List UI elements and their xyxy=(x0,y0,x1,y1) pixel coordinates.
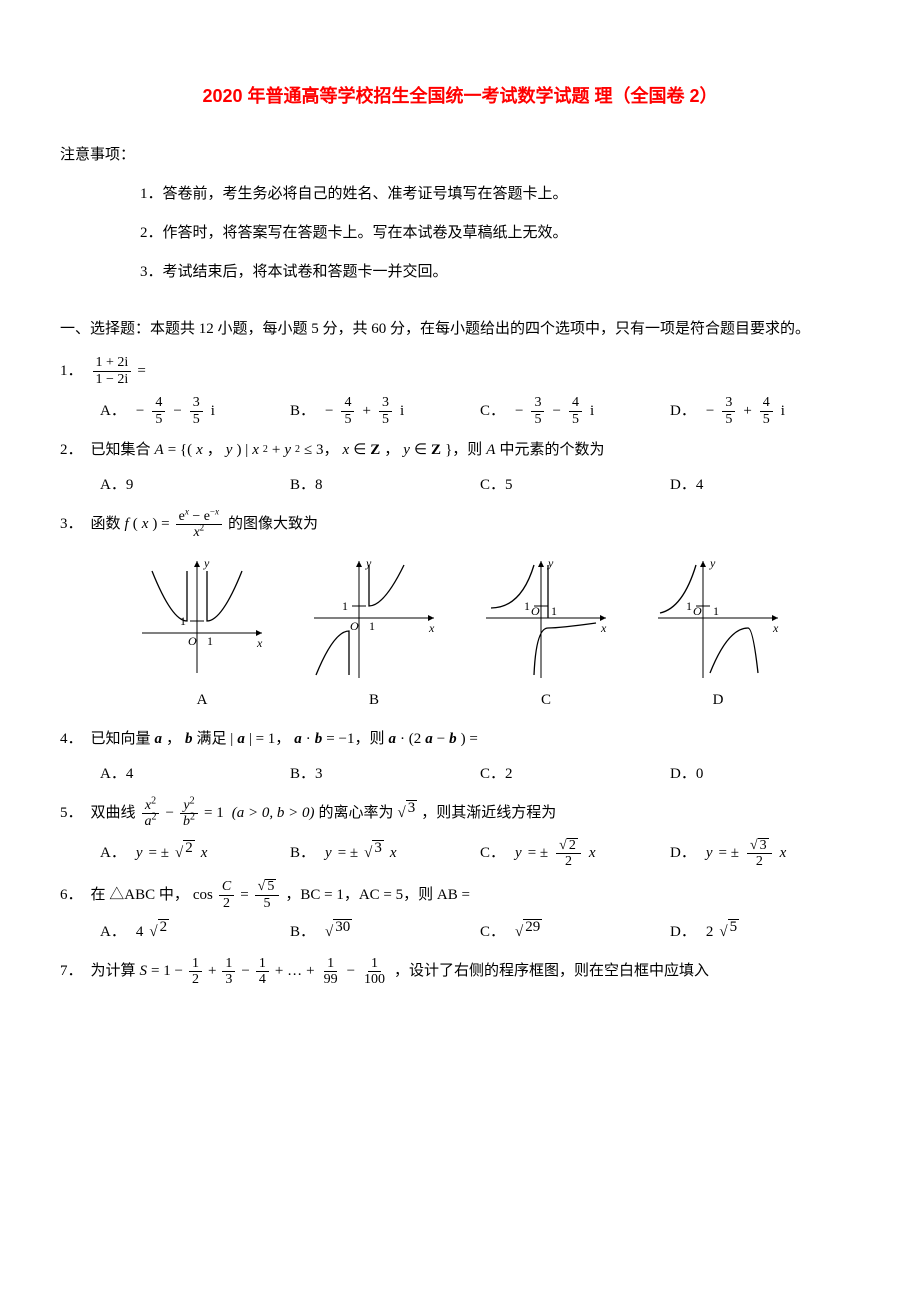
q2-number: 2． xyxy=(60,437,83,464)
q3-graph-d: O 1 1 x y D xyxy=(648,553,788,714)
q1-fraction: 1 + 2i 1 − 2i xyxy=(93,355,132,387)
q5-options: A． y = ±2x B． y = ±3x C． y = ± 22 x D． y… xyxy=(60,838,860,870)
q5-option-b: B． y = ±3x xyxy=(290,838,480,870)
svg-text:1: 1 xyxy=(369,619,375,633)
graph-d-label: D xyxy=(648,687,788,714)
notice-item-3: 3．考试结束后，将本试卷和答题卡一并交回。 xyxy=(60,259,860,286)
svg-text:O: O xyxy=(188,634,197,648)
q4-option-c: C．2 xyxy=(480,761,670,788)
q4-option-a: A．4 xyxy=(100,761,290,788)
svg-text:1: 1 xyxy=(713,604,719,618)
q2-option-b: B．8 xyxy=(290,472,480,499)
svg-text:x: x xyxy=(772,621,779,635)
q5-number: 5． xyxy=(60,800,83,827)
question-6: 6． 在 △ABC 中， cos C2 = 55 ，BC = 1，AC = 5，… xyxy=(60,879,860,946)
q1-option-d: D． −35 +45i xyxy=(670,395,860,427)
q6-number: 6． xyxy=(60,882,83,909)
q3-graph-b: O 1 1 x y B xyxy=(304,553,444,714)
q2-option-d: D．4 xyxy=(670,472,860,499)
graph-d-svg: O 1 1 x y xyxy=(648,553,788,683)
q1-eq: = xyxy=(137,358,145,385)
q6-option-b: B． 30 xyxy=(290,919,480,946)
q4-number: 4． xyxy=(60,726,83,753)
q6-options: A． 42 B． 30 C． 29 D． 25 xyxy=(60,919,860,946)
q2-options: A．9 B．8 C．5 D．4 xyxy=(60,472,860,499)
q5-option-c: C． y = ± 22 x xyxy=(480,838,670,870)
question-4: 4． 已知向量 a，b 满足 | a | = 1， a · b = −1，则 a… xyxy=(60,726,860,788)
svg-text:1: 1 xyxy=(207,634,213,648)
graph-c-label: C xyxy=(476,687,616,714)
q1-option-c: C． −35 −45i xyxy=(480,395,670,427)
svg-text:1: 1 xyxy=(551,604,557,618)
section-1-header: 一、选择题：本题共 12 小题，每小题 5 分，共 60 分，在每小题给出的四个… xyxy=(60,316,860,343)
exam-title: 2020 年普通高等学校招生全国统一考试数学试题 理（全国卷 2） xyxy=(60,80,860,112)
graph-a-svg: O 1 1 x y xyxy=(132,553,272,683)
q3-graphs: O 1 1 x y A O 1 1 x y xyxy=(60,553,860,714)
q2-option-a: A．9 xyxy=(100,472,290,499)
q1-option-a: A． −45 −35i xyxy=(100,395,290,427)
q1-options: A． −45 −35i B． −45 +35i C． −35 −45i D． −… xyxy=(60,395,860,427)
q5-option-d: D． y = ± 32 x xyxy=(670,838,860,870)
svg-text:x: x xyxy=(600,621,607,635)
svg-text:y: y xyxy=(203,556,210,570)
q6-option-c: C． 29 xyxy=(480,919,670,946)
q3-graph-c: O 1 1 x y C xyxy=(476,553,616,714)
question-3: 3． 函数 f (x) = ex − e−x x2 的图像大致为 O 1 1 x… xyxy=(60,509,860,714)
svg-text:y: y xyxy=(709,556,716,570)
q5-option-a: A． y = ±2x xyxy=(100,838,290,870)
graph-b-svg: O 1 1 x y xyxy=(304,553,444,683)
q7-number: 7． xyxy=(60,958,83,985)
graph-b-label: B xyxy=(304,687,444,714)
q4-option-b: B．3 xyxy=(290,761,480,788)
question-2: 2． 已知集合 A = {(x，y) | x2 + y2 ≤ 3， x ∈ Z，… xyxy=(60,437,860,499)
q3-number: 3． xyxy=(60,511,83,538)
q2-option-c: C．5 xyxy=(480,472,670,499)
svg-text:1: 1 xyxy=(524,599,530,613)
notice-item-1: 1．答卷前，考生务必将自己的姓名、准考证号填写在答题卡上。 xyxy=(60,181,860,208)
q1-option-b: B． −45 +35i xyxy=(290,395,480,427)
notice-item-2: 2．作答时，将答案写在答题卡上。写在本试卷及草稿纸上无效。 xyxy=(60,220,860,247)
graph-c-svg: O 1 1 x y xyxy=(476,553,616,683)
question-1: 1． 1 + 2i 1 − 2i = A． −45 −35i B． −45 +3… xyxy=(60,355,860,427)
question-7: 7． 为计算 S = 1 − 12 + 13 − 14 + … + 199 − … xyxy=(60,956,860,988)
question-5: 5． 双曲线 x2a2 − y2b2 = 1 (a > 0, b > 0) 的离… xyxy=(60,798,860,870)
q3-graph-a: O 1 1 x y A xyxy=(132,553,272,714)
q6-option-d: D． 25 xyxy=(670,919,860,946)
q4-option-d: D．0 xyxy=(670,761,860,788)
q3-fraction: ex − e−x x2 xyxy=(176,509,222,541)
q4-options: A．4 B．3 C．2 D．0 xyxy=(60,761,860,788)
graph-a-label: A xyxy=(132,687,272,714)
svg-text:O: O xyxy=(350,619,359,633)
svg-text:x: x xyxy=(428,621,435,635)
svg-text:1: 1 xyxy=(342,599,348,613)
q6-option-a: A． 42 xyxy=(100,919,290,946)
svg-text:x: x xyxy=(256,636,263,650)
q1-number: 1． xyxy=(60,358,83,385)
svg-text:1: 1 xyxy=(686,599,692,613)
notice-heading: 注意事项： xyxy=(60,142,860,169)
